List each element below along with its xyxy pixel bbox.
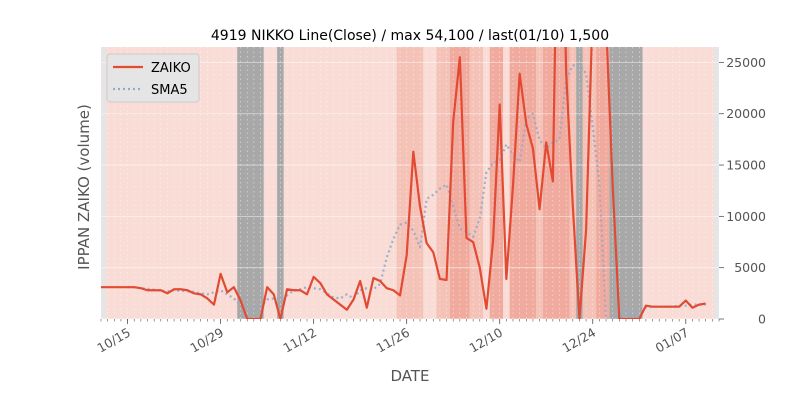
x-tick-label: 12/24 (560, 325, 599, 356)
series-line-sma5 (127, 63, 706, 319)
chart-title: 4919 NIKKO Line(Close) / max 54,100 / la… (211, 28, 609, 44)
y-tick-label: 0 (758, 312, 766, 327)
band-1 (237, 47, 264, 319)
x-tick-label: 01/07 (653, 325, 692, 356)
x-tick-label: 12/10 (467, 325, 506, 356)
y-tick-label: 10000 (726, 209, 766, 224)
x-tick-label: 10/29 (187, 325, 226, 356)
y-tick-label: 25000 (726, 55, 766, 70)
legend-label-zaiko: ZAIKO (151, 61, 191, 76)
y-axis-label: IPPAN ZAIKO (volume) (75, 104, 93, 270)
x-tick-label: 10/15 (94, 325, 133, 356)
x-tick-label: 11/12 (280, 325, 319, 356)
legend-label-sma5: SMA5 (151, 83, 188, 98)
band-21 (642, 47, 714, 319)
band-5 (396, 47, 424, 319)
y-tick-label: 15000 (726, 158, 766, 173)
y-tick-label: 20000 (726, 106, 766, 121)
y-tick-label: 5000 (734, 260, 766, 275)
band-6 (423, 47, 437, 319)
y-axis: 0 5000 10000 15000 20000 25000 (719, 55, 766, 327)
band-2 (263, 47, 278, 319)
x-tick-label: 11/26 (373, 325, 412, 356)
x-axis: 10/15 10/29 11/12 11/26 12/10 12/24 01/07 (94, 319, 720, 356)
x-axis-label: DATE (390, 367, 429, 385)
plot-area (100, 47, 720, 320)
series-line-zaiko (101, 47, 706, 319)
legend: ZAIKO SMA5 (106, 53, 200, 103)
series-lines (101, 47, 706, 319)
band-19 (596, 47, 610, 319)
